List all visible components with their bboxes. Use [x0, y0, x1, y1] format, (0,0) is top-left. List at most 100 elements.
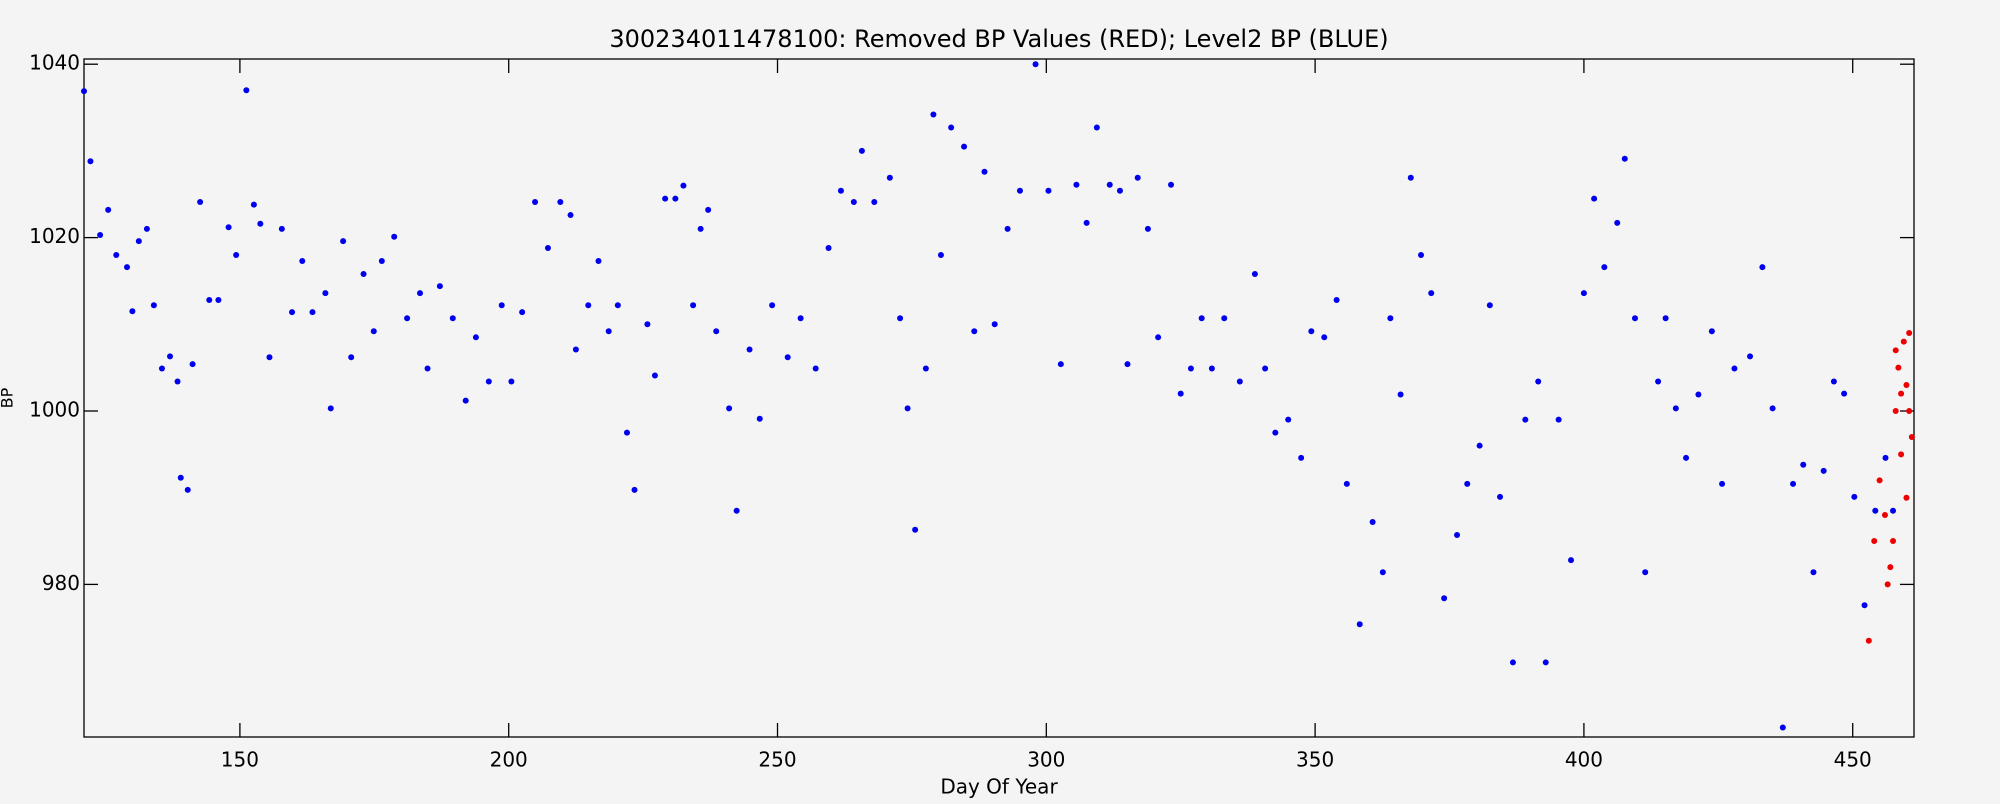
data-point: [1890, 538, 1897, 545]
data-point: [922, 365, 929, 372]
data-point: [1903, 494, 1910, 501]
data-point: [309, 309, 316, 316]
data-point: [1876, 477, 1883, 484]
data-point: [1672, 405, 1679, 412]
data-point: [930, 111, 937, 118]
data-point: [1568, 557, 1575, 564]
x-tick-label: 150: [221, 748, 259, 772]
data-point: [871, 199, 878, 206]
data-point: [1106, 181, 1113, 188]
data-point: [1497, 493, 1504, 500]
data-point: [756, 415, 763, 422]
x-tick-label: 450: [1834, 748, 1872, 772]
data-point: [340, 238, 347, 245]
data-point: [404, 315, 411, 322]
data-point: [1908, 434, 1915, 441]
data-point: [614, 302, 621, 309]
data-point: [912, 526, 919, 533]
data-point: [605, 328, 612, 335]
data-point: [1542, 659, 1549, 666]
data-point: [1168, 181, 1175, 188]
data-point: [680, 182, 687, 189]
data-point: [378, 258, 385, 265]
data-point: [257, 220, 264, 227]
data-point: [1476, 442, 1483, 449]
data-point: [1464, 480, 1471, 487]
data-point: [1083, 219, 1090, 226]
data-point: [1486, 302, 1493, 309]
data-point: [1032, 61, 1039, 68]
data-point: [837, 187, 844, 194]
data-point: [206, 297, 213, 304]
data-point: [567, 212, 574, 219]
data-point: [825, 245, 832, 252]
data-point: [498, 302, 505, 309]
data-point: [1454, 531, 1461, 538]
data-point: [631, 486, 638, 493]
data-point: [1198, 315, 1205, 322]
data-point: [651, 372, 658, 379]
data-point: [1285, 416, 1292, 423]
data-point: [991, 321, 998, 328]
y-tick-label: 1040: [29, 51, 80, 75]
data-point: [1841, 390, 1848, 397]
data-point: [266, 354, 273, 361]
data-point: [690, 302, 697, 309]
data-point: [1555, 416, 1562, 423]
data-point: [87, 158, 94, 165]
plot-frame: [83, 58, 1915, 738]
data-point: [1535, 378, 1542, 385]
data-point: [113, 251, 120, 258]
data-point: [1356, 621, 1363, 628]
data-point: [1662, 315, 1669, 322]
data-point: [1397, 391, 1404, 398]
data-point: [322, 290, 329, 297]
data-point: [1116, 187, 1123, 194]
data-point: [150, 302, 157, 309]
data-point: [1895, 364, 1902, 371]
data-point: [225, 224, 232, 231]
data-point: [904, 405, 911, 412]
data-point: [1820, 467, 1827, 474]
data-point: [1073, 181, 1080, 188]
x-tick-label: 400: [1565, 748, 1603, 772]
data-point: [897, 315, 904, 322]
data-point: [360, 271, 367, 278]
data-point: [1903, 381, 1910, 388]
data-point: [1759, 264, 1766, 271]
y-tick-label: 1020: [29, 224, 80, 248]
data-point: [215, 297, 222, 304]
data-point: [1769, 405, 1776, 412]
data-point: [1441, 595, 1448, 602]
data-point: [1308, 328, 1315, 335]
data-point: [1004, 225, 1011, 232]
y-axis-label: BP: [0, 387, 17, 408]
data-point: [1865, 637, 1872, 644]
data-point: [508, 378, 515, 385]
data-point: [585, 302, 592, 309]
data-point: [1872, 507, 1879, 514]
data-point: [189, 361, 196, 368]
data-point: [370, 328, 377, 335]
data-point: [1655, 378, 1662, 385]
data-point: [233, 251, 240, 258]
data-point: [1683, 454, 1690, 461]
x-axis-label: Day Of Year: [940, 775, 1058, 799]
data-point: [1155, 334, 1162, 341]
data-point: [1800, 461, 1807, 468]
x-tick-label: 350: [1296, 748, 1334, 772]
data-point: [97, 232, 104, 239]
data-point: [177, 474, 184, 481]
data-point: [644, 321, 651, 328]
data-point: [858, 147, 865, 154]
x-tick-label: 200: [490, 748, 528, 772]
data-point: [672, 195, 679, 202]
data-point: [981, 168, 988, 175]
data-point: [81, 88, 87, 95]
data-point: [1093, 124, 1100, 131]
data-point: [1631, 315, 1638, 322]
data-point: [105, 206, 112, 213]
data-point: [886, 174, 893, 181]
data-point: [1779, 724, 1786, 731]
